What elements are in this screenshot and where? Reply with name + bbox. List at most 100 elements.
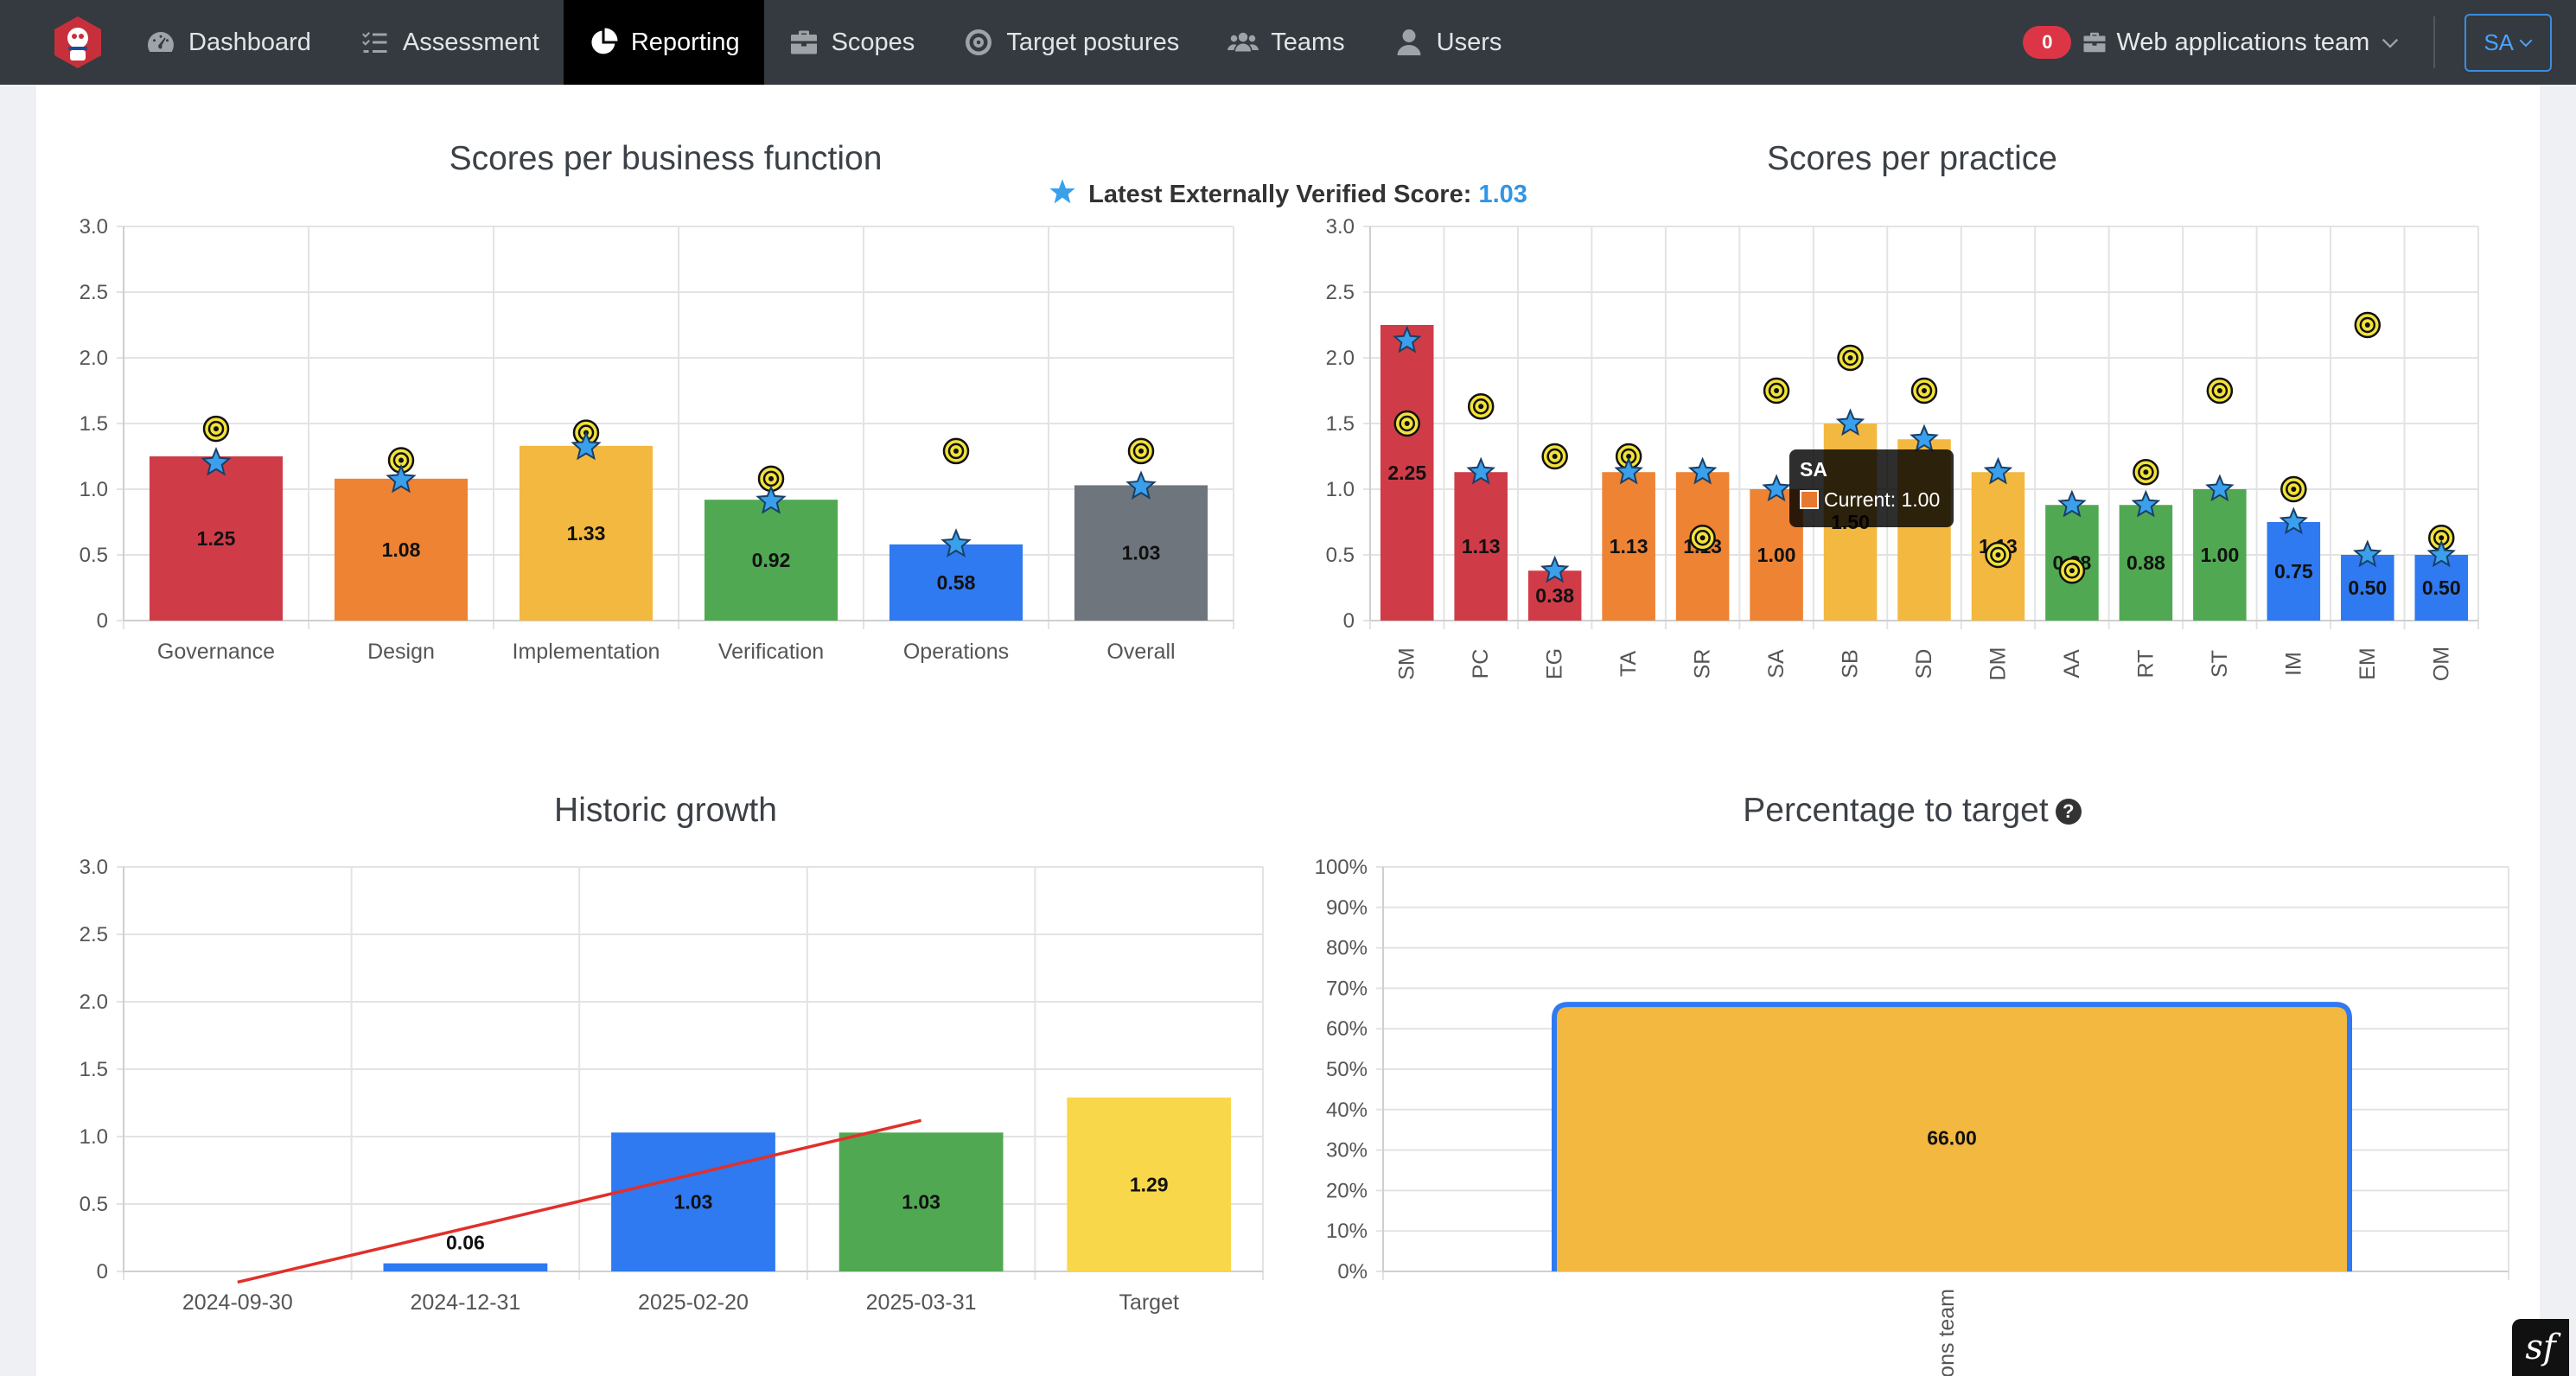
pr-target-marker-dot: [2439, 535, 2445, 541]
pr-x-label: ST: [2208, 650, 2232, 678]
pr-x-label: AA: [2060, 649, 2084, 678]
target-icon: [966, 29, 992, 55]
bf-target-marker-ring: [1132, 443, 1150, 460]
bf-x-label: Design: [367, 640, 435, 664]
hg-x-label: Target: [1119, 1290, 1179, 1315]
hg-chart-ytick-label: 2.0: [80, 991, 108, 1014]
user-menu-button[interactable]: SA: [2464, 13, 2552, 72]
owasp-logo-icon: [54, 16, 101, 68]
pr-target-marker-ring: [1546, 448, 1563, 465]
pr-target-marker-ring: [1990, 546, 2006, 564]
pr-target-marker-ring: [1916, 382, 1933, 399]
hg-chart-ytick-label: 0.5: [80, 1193, 108, 1216]
nav-target-postures[interactable]: Target postures: [939, 0, 1203, 85]
bf-bar-value: 1.03: [1122, 542, 1161, 564]
team-selector-label: Web applications team: [2116, 28, 2370, 56]
nav-teams[interactable]: Teams: [1203, 0, 1368, 85]
pt-bar: [1552, 1002, 2352, 1271]
pr-target-marker-dot: [1478, 404, 1484, 410]
bf-bar-value: 0.92: [752, 549, 791, 571]
bf-target-marker-ring: [947, 443, 965, 460]
pr-target-marker-dot: [2364, 322, 2370, 328]
pr-star-marker: [2131, 489, 2161, 518]
pr-x-label: SM: [1395, 647, 1419, 680]
hg-bar: [383, 1263, 548, 1271]
hg-chart-ytick-label: 1.0: [80, 1125, 108, 1149]
nav-reporting[interactable]: Reporting: [563, 0, 764, 85]
pr-x-label: PC: [1469, 649, 1493, 679]
pr-star-marker: [1466, 456, 1495, 485]
nav-assessment[interactable]: Assessment: [335, 0, 564, 85]
pr-target-marker-dot: [2216, 388, 2222, 393]
bf-target-marker-dot: [768, 475, 774, 481]
pt-chart-ytick-label: 80%: [1326, 937, 1368, 960]
verified-score: Latest Externally Verified Score: 1.03: [36, 178, 2540, 209]
hg-trend-line: [237, 1118, 922, 1284]
pt-chart-ytick-label: 30%: [1326, 1139, 1368, 1163]
nav-target-postures-label: Target postures: [1006, 28, 1180, 56]
pt-bar-value: 66.00: [1927, 1127, 1977, 1150]
bf-star-marker: [940, 528, 972, 557]
team-selector[interactable]: Web applications team: [2082, 29, 2407, 57]
nav-dashboard[interactable]: Dashboard: [121, 0, 335, 85]
user-icon: [1397, 29, 1421, 55]
nav-users[interactable]: Users: [1369, 0, 1527, 85]
pr-target-marker-dot: [1774, 388, 1780, 393]
pr-bar: [2414, 555, 2469, 621]
bf-chart-ytick-label: 0: [97, 609, 108, 633]
pr-bar-value: 0.88: [2126, 551, 2165, 574]
nav-reporting-label: Reporting: [630, 28, 740, 56]
pr-target-marker-ring: [2286, 481, 2302, 498]
pr-x-label: IM: [2281, 652, 2305, 676]
hg-bar: [1067, 1097, 1232, 1271]
bf-target-marker-dot: [214, 426, 219, 432]
pr-target-marker-ring: [1472, 398, 1489, 415]
nav-scopes[interactable]: Scopes: [764, 0, 940, 85]
bf-chart-ytick-label: 2.0: [80, 347, 108, 370]
verified-score-value: 1.03: [1478, 181, 1527, 208]
notification-badge[interactable]: 0: [2023, 26, 2072, 59]
bf-bar-value: 1.08: [382, 538, 421, 561]
pr-star-marker: [1762, 474, 1791, 502]
pr-bar-value: 0.50: [2348, 577, 2387, 599]
bf-target-marker-dot: [953, 448, 959, 454]
bf-chart-ytick-label: 3.0: [80, 215, 108, 239]
pr-star-marker: [2353, 539, 2382, 568]
bf-x-label: Implementation: [513, 640, 660, 664]
bf-target-marker-dot: [1138, 448, 1144, 454]
pr-star-marker: [1983, 456, 2013, 485]
pr-target-marker-dot: [2069, 568, 2075, 574]
bf-chart-ytick-label: 1.5: [80, 412, 108, 436]
pr-star-marker: [2279, 506, 2309, 535]
pr-bar: [2193, 489, 2247, 621]
bf-target-marker-ring: [207, 420, 225, 437]
pr-bar: [1380, 325, 1434, 621]
pt-chart-ytick-label: 40%: [1326, 1099, 1368, 1122]
chart-title-business-function: Scores per business function: [449, 140, 883, 177]
bf-bar-value: 1.33: [567, 522, 606, 545]
pr-bar-value: 1.00: [1757, 544, 1796, 566]
app-logo[interactable]: [35, 0, 121, 85]
hg-x-label: 2025-02-20: [638, 1290, 749, 1315]
navbar-divider: [2433, 16, 2436, 68]
tooltip-swatch: [1800, 490, 1819, 509]
symfony-toolbar-icon[interactable]: sf: [2512, 1319, 2569, 1376]
pr-target-marker-ring: [1694, 529, 1711, 546]
top-navbar: Dashboard Assessment Reporting Scopes Ta…: [0, 0, 2576, 85]
chart-title-practice: Scores per practice: [1767, 140, 2057, 177]
tooltip-title: SA: [1800, 458, 1827, 481]
bf-bar: [1074, 485, 1208, 621]
star-icon: [1049, 179, 1075, 204]
pr-target-marker-dot: [1847, 355, 1853, 360]
bf-star-marker: [756, 485, 787, 514]
hg-chart-ytick-label: 2.5: [80, 923, 108, 946]
pt-chart-ytick-label: 60%: [1326, 1017, 1368, 1041]
hg-bar-value: 1.03: [674, 1191, 713, 1214]
help-icon[interactable]: ?: [2055, 799, 2082, 825]
pr-target-marker-dot: [1626, 454, 1632, 459]
hg-chart-ytick-label: 3.0: [80, 856, 108, 879]
pr-chart-ytick-label: 3.0: [1326, 215, 1355, 239]
pie-chart-icon: [591, 28, 618, 54]
pt-chart-ytick-label: 10%: [1326, 1220, 1368, 1243]
pr-bar: [1602, 472, 1655, 621]
